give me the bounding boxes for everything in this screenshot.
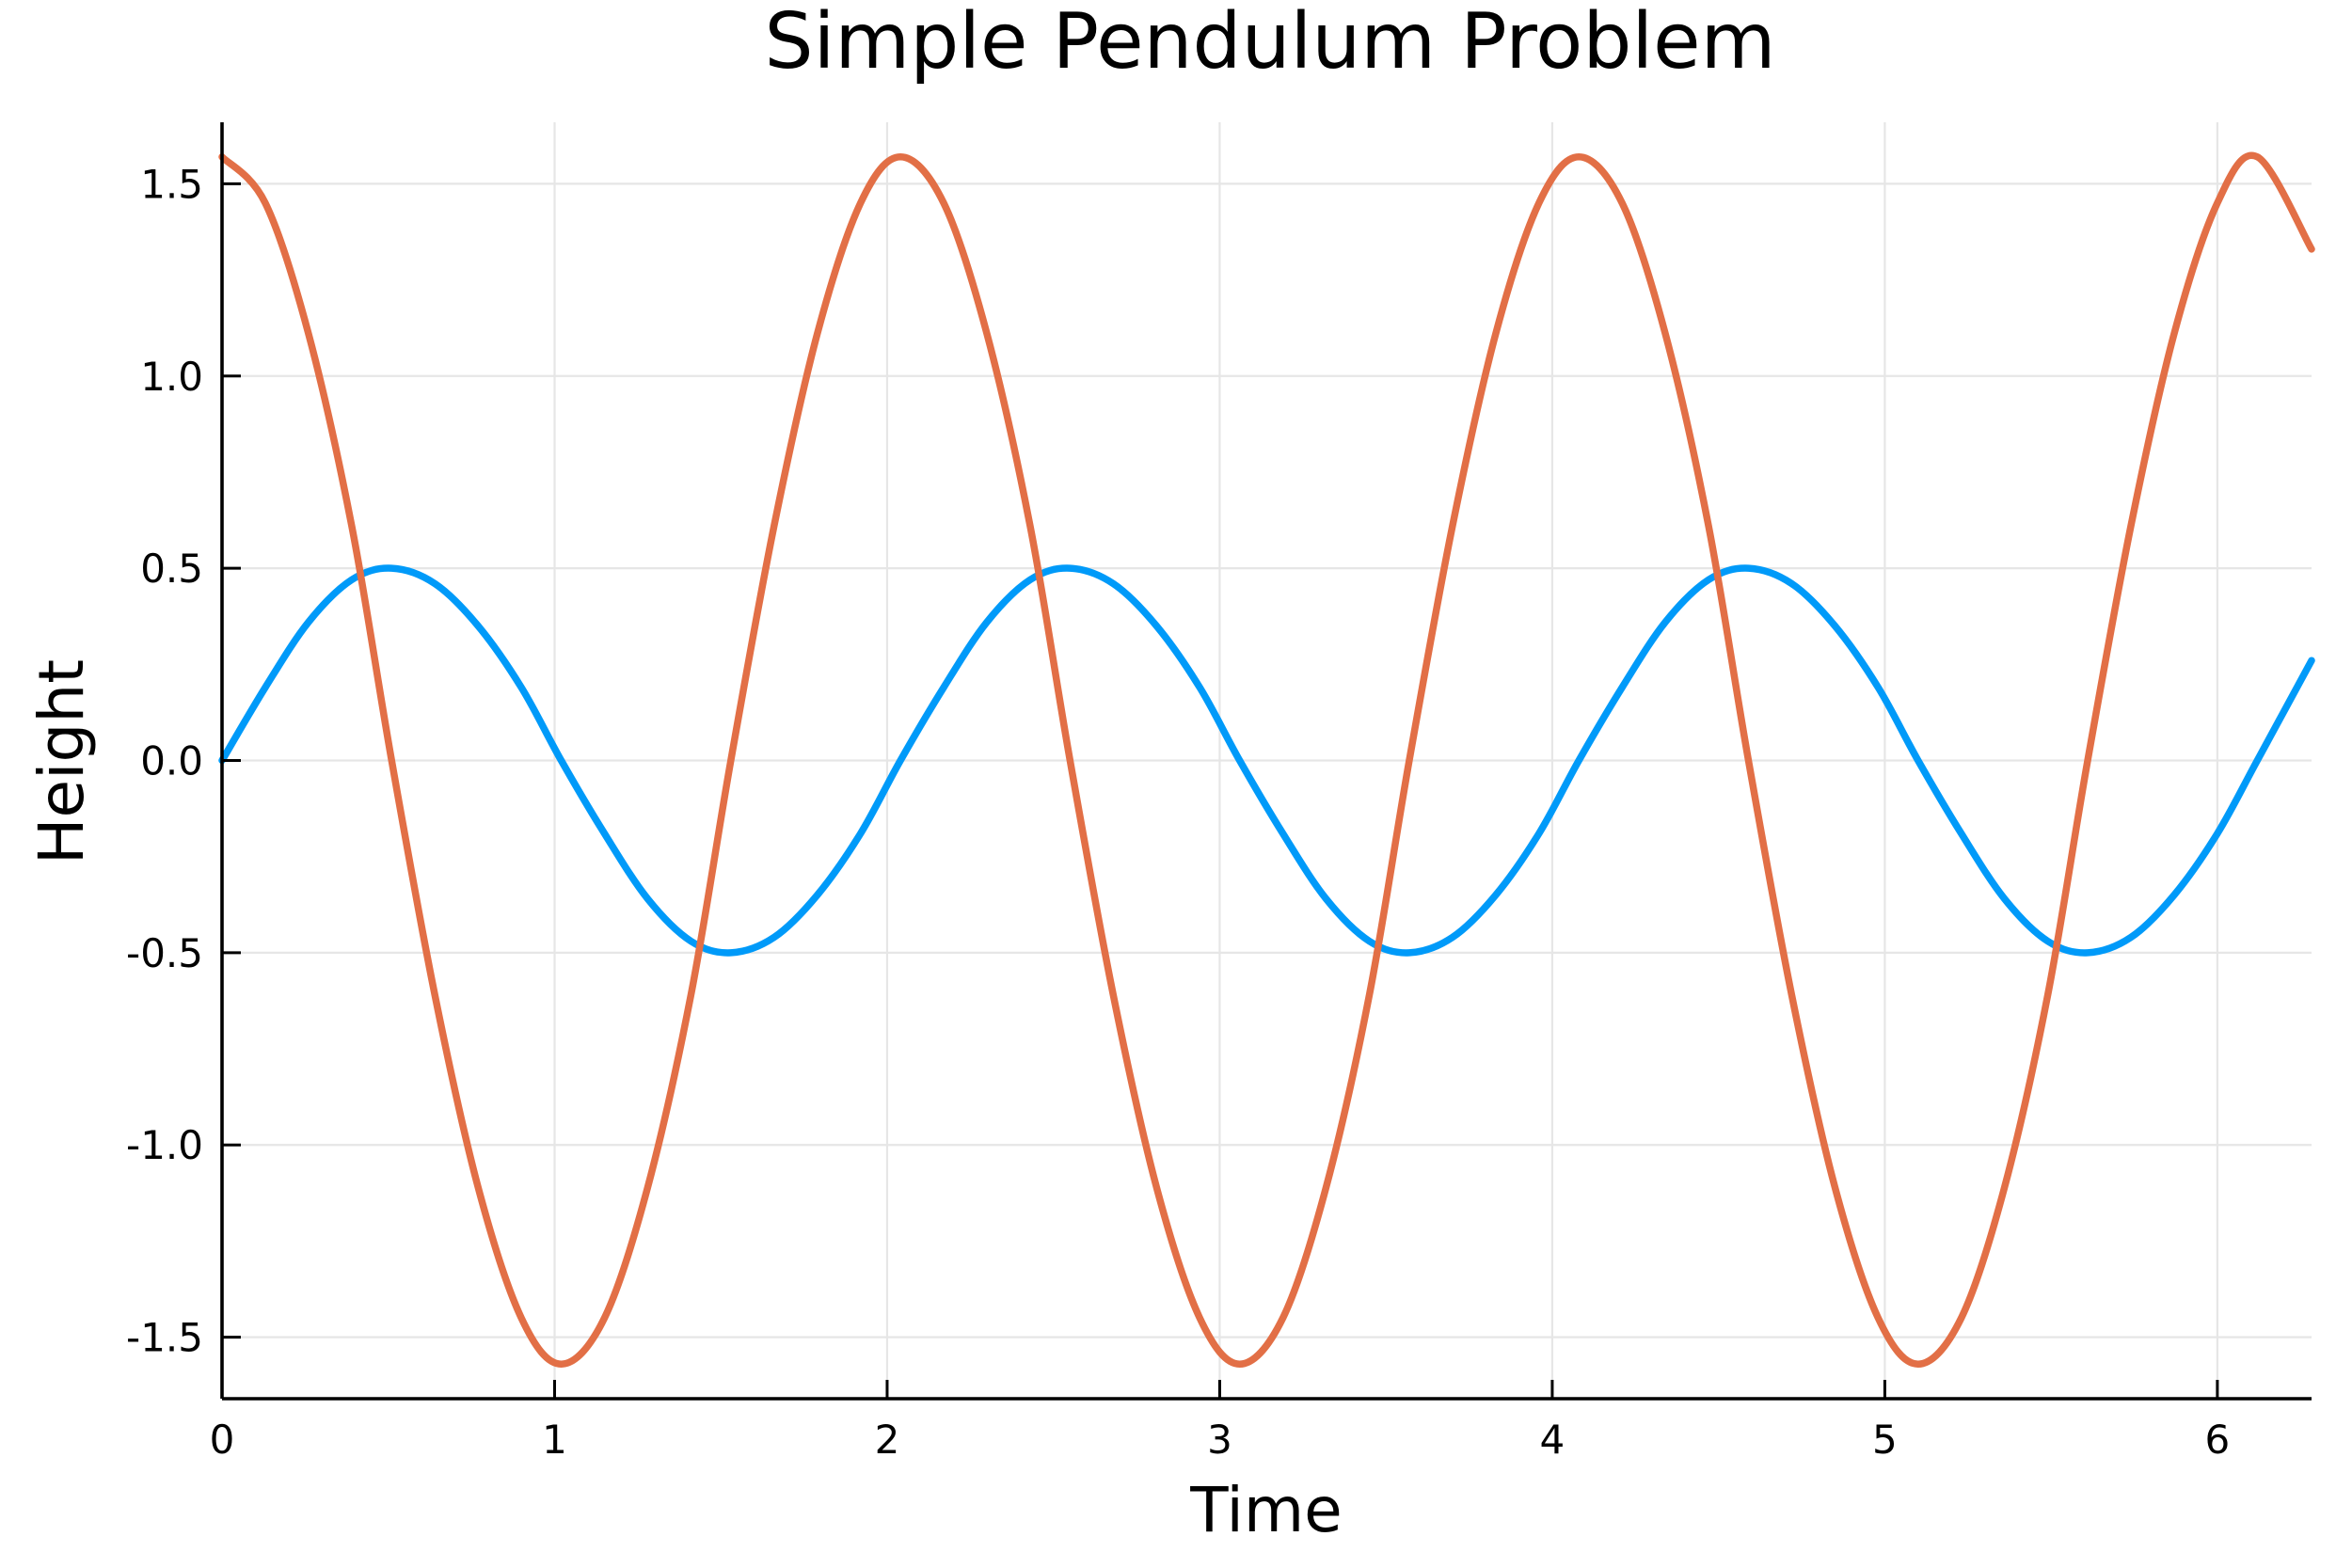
x-tick-label: 4 xyxy=(1540,1417,1565,1463)
y-tick-label: -1.5 xyxy=(126,1315,203,1361)
x-tick-label: 6 xyxy=(2205,1417,2231,1463)
y-tick-label: -0.5 xyxy=(126,930,203,976)
y-tick-label: 0.0 xyxy=(140,738,203,784)
series-layer xyxy=(218,151,2315,1368)
grid xyxy=(220,122,2312,1399)
x-tick-label: 2 xyxy=(875,1417,900,1463)
y-tick-label: 1.5 xyxy=(140,161,203,207)
x-tick-label: 0 xyxy=(210,1417,235,1463)
x-tick-label: 5 xyxy=(1872,1417,1898,1463)
chart-title: Simple Pendulum Problem xyxy=(765,0,1776,87)
y-tick-label: 1.0 xyxy=(140,354,203,400)
series-line-1 xyxy=(218,564,2315,957)
y-axis-label: Height xyxy=(25,659,98,864)
ticks: 0 1 2 3 4 5 6 -1.5 -1.0 -0.5 0.0 0.5 1.0 1.5 xyxy=(126,161,2230,1463)
x-axis-label: Time xyxy=(1189,1474,1343,1546)
x-tick-label: 3 xyxy=(1207,1417,1232,1463)
y-tick-label: -1.0 xyxy=(126,1122,203,1168)
series-line-2 xyxy=(218,151,2315,1368)
x-tick-label: 1 xyxy=(542,1417,567,1463)
y-tick-label: 0.5 xyxy=(140,546,203,592)
